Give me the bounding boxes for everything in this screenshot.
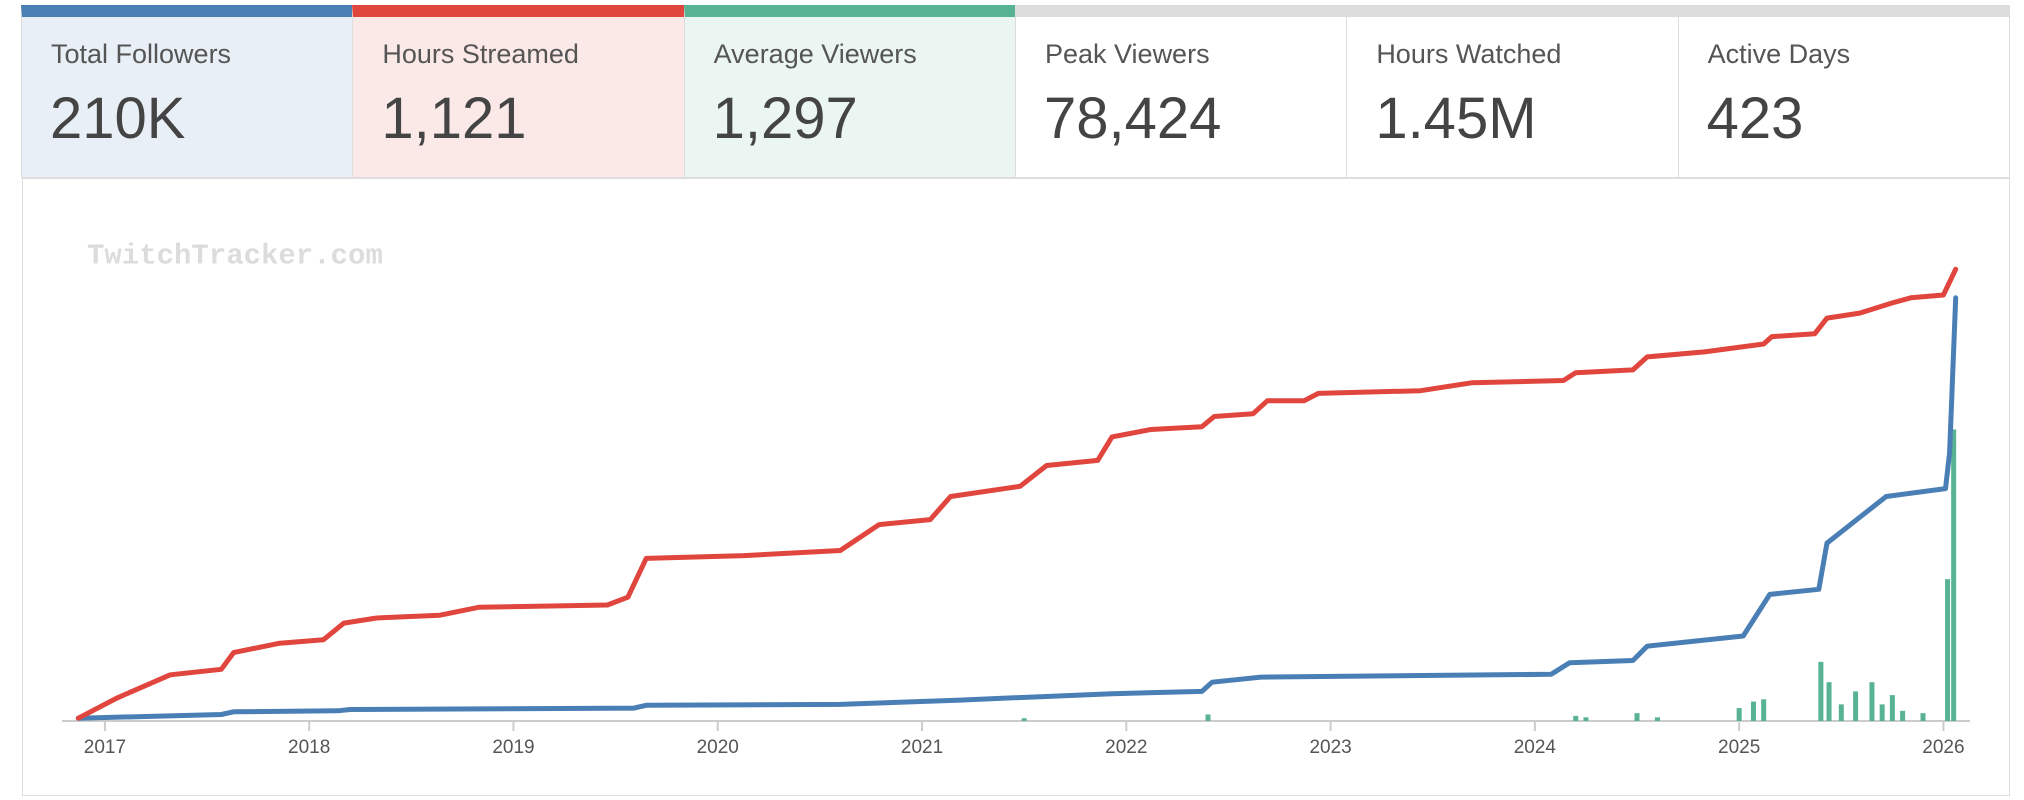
bar [1583, 717, 1589, 721]
x-tick-label: 2020 [697, 737, 739, 758]
line [75, 266, 1959, 721]
bar [1761, 699, 1767, 721]
stat-label: Total Followers [51, 39, 232, 69]
bar [1945, 579, 1951, 721]
stat-card: Active Days 423 [1677, 5, 2010, 178]
line [75, 295, 1959, 721]
stat-value: 1,121 [381, 86, 527, 151]
stat-label: Active Days [1707, 39, 1851, 69]
stat-card: Average Viewers 1,297 [683, 5, 1016, 178]
stat-label: Hours Watched [1376, 39, 1562, 69]
stat-card: Peak Viewers 78,424 [1014, 5, 1348, 178]
x-tick-label: 2021 [901, 737, 943, 758]
stat-card: Total Followers 210K [21, 5, 354, 178]
x-tick-label: 2024 [1514, 737, 1557, 758]
bar [1654, 717, 1660, 721]
x-tick-label: 2026 [1922, 737, 1964, 758]
x-tick-label: 2025 [1718, 737, 1760, 758]
stat-value: 1.45M [1375, 86, 1537, 151]
bar [1818, 661, 1824, 721]
bar [1879, 704, 1885, 721]
bar [1951, 429, 1957, 721]
x-tick-label: 2019 [492, 737, 534, 758]
stat-cards: Total Followers 210K Hours Streamed 1,121 Av… [21, 5, 2010, 178]
bar [1889, 695, 1895, 721]
stat-value: 210K [50, 86, 186, 151]
chart: TwitchTracker.com 2017 2018 2019 2020 2021 20… [62, 240, 1970, 758]
x-tick-label: 2023 [1309, 737, 1351, 758]
bar [1838, 704, 1844, 721]
stat-label: Hours Streamed [382, 39, 579, 69]
x-tick-label: 2018 [288, 737, 330, 758]
stat-label: Average Viewers [713, 39, 917, 69]
x-tick-label: 2017 [84, 737, 126, 758]
stat-card: Hours Streamed 1,121 [352, 5, 685, 178]
stat-card: Hours Watched 1.45M [1346, 5, 1679, 178]
bar [1634, 713, 1640, 721]
watermark: TwitchTracker.com [87, 240, 383, 273]
stat-value: 78,424 [1043, 86, 1222, 151]
stat-label: Peak Viewers [1044, 39, 1210, 69]
bar [1736, 708, 1742, 721]
stat-value: 423 [1706, 86, 1804, 151]
bar [1900, 710, 1906, 721]
stat-value: 1,297 [712, 86, 858, 151]
bar [1750, 701, 1756, 721]
bar [1869, 682, 1875, 721]
bar [1021, 718, 1027, 721]
bar [1205, 714, 1211, 721]
bar [1826, 682, 1832, 721]
bar [1853, 691, 1859, 721]
bar [1920, 713, 1926, 721]
x-tick-label: 2022 [1105, 737, 1147, 758]
chart-panel: TwitchTracker.com 2017 2018 2019 2020 2021 20… [22, 178, 2010, 796]
bar [1573, 715, 1579, 721]
